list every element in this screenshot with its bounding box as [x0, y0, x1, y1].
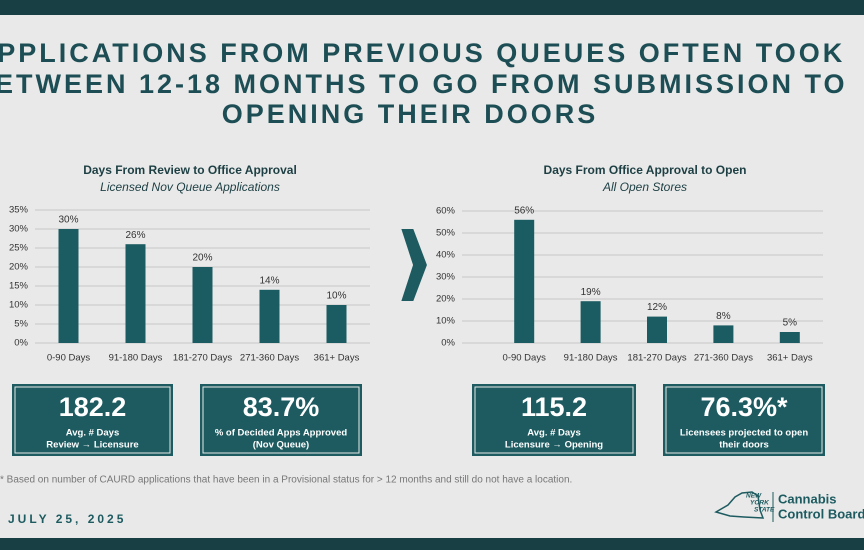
value-label: 56%	[514, 205, 534, 216]
y-tick-label: 30%	[9, 224, 29, 235]
bar	[125, 244, 146, 343]
chevron	[398, 227, 430, 303]
value-label: 30%	[58, 215, 78, 226]
stat-value: 115.2	[521, 392, 587, 422]
x-tick-label: 181-270 Days	[627, 353, 686, 364]
stat-box-border	[474, 386, 634, 454]
chart: Days From Review to Office Approval Licen…	[9, 163, 370, 364]
stat-sublabel: (Nov Queue)	[253, 440, 309, 451]
y-tick-label: 40%	[436, 250, 456, 261]
bar	[192, 267, 213, 343]
stat-box-bg	[200, 384, 362, 456]
stat-label: % of Decided Apps Approved	[215, 428, 348, 439]
y-tick-label: 50%	[436, 228, 456, 239]
y-tick-label: 10%	[436, 316, 456, 327]
chart-title: Days From Review to Office Approval	[83, 163, 297, 177]
logo-name: Control Board	[778, 506, 864, 521]
value-label: 26%	[125, 230, 145, 241]
logo-name: Cannabis	[778, 491, 837, 506]
y-tick-label: 15%	[9, 281, 29, 292]
x-tick-label: 361+ Days	[767, 353, 813, 364]
chart-title: Days From Office Approval to Open	[544, 163, 747, 177]
slide-title: OPENING THEIR DOORS	[222, 99, 599, 129]
stat-box-border	[202, 386, 360, 454]
date: JULY 25, 2025	[8, 512, 126, 526]
y-tick-label: 25%	[9, 243, 29, 254]
bar	[779, 332, 800, 343]
bar	[580, 301, 601, 343]
x-tick-label: 361+ Days	[314, 353, 360, 364]
logo-state: STATE	[754, 507, 775, 514]
stat-box-border	[14, 386, 171, 454]
top-band	[0, 0, 864, 15]
bar	[647, 316, 667, 343]
y-tick-label: 5%	[14, 319, 28, 330]
x-tick-label: 91-180 Days	[109, 353, 163, 364]
logo-state: YORK	[750, 500, 770, 507]
chart-subtitle: All Open Stores	[602, 180, 687, 194]
slide-title: APPLICATIONS FROM PREVIOUS QUEUES OFTEN …	[0, 38, 845, 68]
y-tick-label: 20%	[9, 262, 29, 273]
stat-value: 76.3%*	[700, 392, 788, 422]
stat-box-bg	[12, 384, 173, 456]
stat-box-bg	[663, 384, 825, 456]
stat-value: 182.2	[59, 392, 127, 422]
stat-label: Licensees projected to open	[680, 428, 808, 439]
stat-sublabel: their doors	[719, 440, 769, 451]
y-tick-label: 0%	[14, 338, 28, 349]
value-label: 5%	[783, 318, 798, 329]
stat-value: 83.7%	[243, 392, 320, 422]
stat-box-bg	[472, 384, 636, 456]
x-tick-label: 91-180 Days	[564, 353, 618, 364]
value-label: 8%	[716, 311, 731, 322]
chart: Days From Office Approval to Open All Ope…	[436, 163, 823, 364]
y-tick-label: 30%	[436, 272, 456, 283]
bar	[514, 219, 535, 343]
bottom-band	[0, 538, 864, 550]
bar	[259, 289, 280, 343]
value-label: 12%	[647, 302, 667, 313]
bar	[713, 325, 734, 343]
y-tick-label: 10%	[9, 300, 29, 311]
y-tick-label: 60%	[436, 206, 456, 217]
stat-label: Avg. # Days	[527, 428, 581, 439]
y-tick-label: 0%	[441, 338, 455, 349]
slide-title: BETWEEN 12-18 MONTHS TO GO FROM SUBMISSI…	[0, 69, 848, 99]
x-tick-label: 0-90 Days	[503, 353, 547, 364]
state-outline	[714, 491, 765, 519]
x-tick-label: 181-270 Days	[173, 353, 232, 364]
x-tick-label: 271-360 Days	[240, 353, 299, 364]
footnote: * Based on number of CAURD applications …	[0, 475, 572, 486]
y-tick-label: 20%	[436, 294, 456, 305]
charts: Days From Review to Office Approval Licen…	[9, 163, 823, 364]
stat-box-border	[665, 386, 823, 454]
stat-label: Avg. # Days	[66, 428, 120, 439]
bar	[326, 305, 347, 343]
logo-state: NEW	[746, 493, 762, 500]
y-tick-label: 35%	[9, 205, 29, 216]
bar	[58, 229, 79, 343]
value-label: 20%	[192, 253, 212, 264]
value-label: 14%	[259, 275, 279, 286]
value-label: 19%	[581, 287, 601, 298]
chart-subtitle: Licensed Nov Queue Applications	[100, 180, 280, 194]
x-tick-label: 0-90 Days	[47, 353, 91, 364]
stat-sublabel: Review → Licensure	[46, 440, 138, 451]
value-label: 10%	[326, 291, 346, 302]
stat-sublabel: Licensure → Opening	[505, 440, 603, 451]
x-tick-label: 271-360 Days	[694, 353, 753, 364]
stat-box: 83.7% % of Decided Apps Approved(Nov Queu…	[200, 384, 362, 456]
